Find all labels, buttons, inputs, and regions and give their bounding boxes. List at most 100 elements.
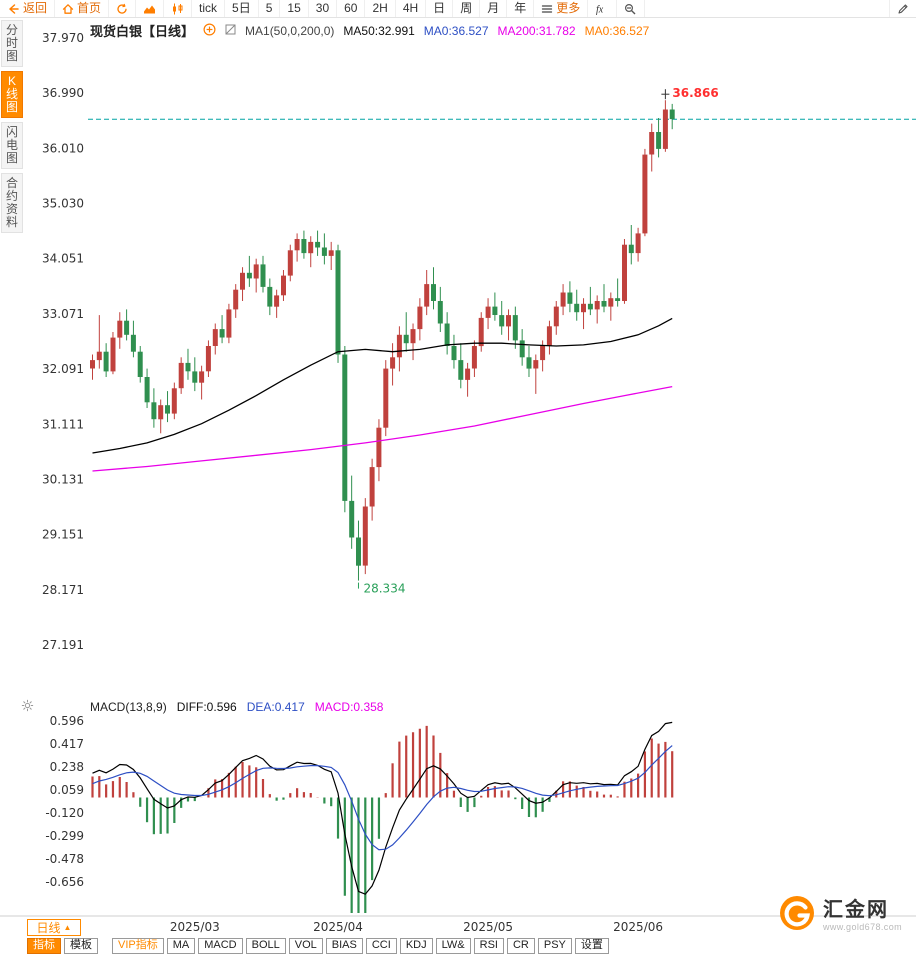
svg-text:37.970: 37.970 <box>42 31 84 45</box>
svg-text:2025/06: 2025/06 <box>613 920 663 934</box>
svg-text:36.990: 36.990 <box>42 86 84 100</box>
brand-url: www.gold678.com <box>822 922 902 932</box>
add-indicator-icon[interactable] <box>203 22 216 39</box>
tab-macd[interactable]: MACD <box>198 938 243 954</box>
toolbar-label: 年 <box>514 1 527 15</box>
toolbar-label: 4H <box>402 1 419 15</box>
toolbar-label: 5日 <box>232 1 251 15</box>
ma-value: MA200:31.782 <box>497 23 576 38</box>
toolbar-label: 周 <box>460 1 473 15</box>
sidebar-item-char: 资 <box>5 202 18 216</box>
sidebar-item-char: 图 <box>5 151 18 165</box>
tab-kdj[interactable]: KDJ <box>399 938 433 954</box>
timeframe-day-button[interactable]: 日 <box>426 0 454 17</box>
ma200-line <box>92 385 673 472</box>
svg-text:30.131: 30.131 <box>42 472 84 486</box>
tab-boll[interactable]: BOLL <box>245 938 286 954</box>
svg-text:31.111: 31.111 <box>42 417 84 431</box>
refresh-icon <box>116 3 128 15</box>
candle-chart-button[interactable] <box>164 0 193 17</box>
toolbar-label: 日 <box>433 1 446 15</box>
tab-bias[interactable]: BIAS <box>325 938 363 954</box>
sidebar-item-time-chart[interactable]: 分时图 <box>1 20 23 67</box>
toolbar-label: 15 <box>287 1 301 15</box>
fx-button[interactable]: fx <box>588 0 618 17</box>
sidebar-item-contract-info[interactable]: 合约资料 <box>1 173 23 233</box>
timeframe-30-button[interactable]: 30 <box>309 0 338 17</box>
tab-rsi[interactable]: RSI <box>473 938 504 954</box>
sidebar-item-char: 约 <box>5 189 18 203</box>
svg-text:32.091: 32.091 <box>42 362 84 376</box>
svg-text:2025/05: 2025/05 <box>463 920 513 934</box>
chart-header: 现货白银【日线】 MA1(50,0,200,0) MA50:32.991 MA0:… <box>90 21 649 40</box>
ma-settings-icon[interactable] <box>225 24 236 38</box>
macd-axis: 0.596 0.417 0.238 0.059 -0.120 -0.299 -0.478 -0… <box>45 714 84 889</box>
tab-cci[interactable]: CCI <box>365 938 397 954</box>
tab-templates[interactable]: 模板 <box>64 938 98 954</box>
toolbar-label: tick <box>199 1 218 15</box>
tab-cr[interactable]: CR <box>506 938 535 954</box>
svg-text:28.171: 28.171 <box>42 583 84 597</box>
toolbar-label: 返回 <box>23 1 48 15</box>
tab-psy[interactable]: PSY <box>537 938 572 954</box>
zoom-out-button[interactable] <box>617 0 646 17</box>
sidebar-item-char: 料 <box>5 215 18 229</box>
brand-logo-icon <box>779 895 815 936</box>
timeframe-2h-button[interactable]: 2H <box>365 0 396 17</box>
draw-button[interactable] <box>889 0 916 17</box>
tab-lw[interactable]: LW& <box>435 938 471 954</box>
ma-value: MA0:36.527 <box>584 23 650 38</box>
macd-dea-line <box>92 745 673 851</box>
svg-text:fx: fx <box>596 4 604 15</box>
timeframe-60-button[interactable]: 60 <box>337 0 366 17</box>
tab-indicators[interactable]: 指标 <box>27 938 61 954</box>
indicator-settings-icon[interactable] <box>21 699 34 715</box>
timeframe-year-button[interactable]: 年 <box>507 0 535 17</box>
period-label: 日线 <box>36 921 61 935</box>
timeframe-4h-button[interactable]: 4H <box>396 0 427 17</box>
ma-value: MA0:36.527 <box>423 23 489 38</box>
ma50-line <box>92 317 673 454</box>
refresh-button[interactable] <box>109 0 137 17</box>
timeframe-tick-button[interactable]: tick <box>192 0 226 17</box>
sidebar-item-lightning-chart[interactable]: 闪电图 <box>1 122 23 169</box>
period-selector[interactable]: 日线 ▲ <box>27 919 81 936</box>
macd-histogram <box>91 725 674 913</box>
macd-value: MACD:0.358 <box>314 700 384 714</box>
sidebar-item-char: 线 <box>5 87 18 101</box>
toolbar-label: 2H <box>372 1 388 15</box>
sidebar-item-char: 合 <box>5 176 18 190</box>
svg-text:0.596: 0.596 <box>50 714 84 728</box>
more-button[interactable]: 更多 <box>534 0 589 17</box>
home-button[interactable]: 首页 <box>55 0 110 17</box>
toolbar-label: 月 <box>487 1 500 15</box>
svg-text:27.191: 27.191 <box>42 638 84 652</box>
back-button[interactable]: 返回 <box>0 0 56 17</box>
tab-vip-indicators[interactable]: VIP指标 <box>112 938 164 954</box>
tab-vol[interactable]: VOL <box>288 938 323 954</box>
svg-text:2025/03: 2025/03 <box>170 920 220 934</box>
sidebar-item-char: 时 <box>5 36 18 50</box>
area-chart-icon <box>143 3 156 15</box>
macd-value: DIFF:0.596 <box>176 700 237 714</box>
bottom-tabbar: 指标 模板 VIP指标 MA MACD BOLL VOL BIAS CCI KDJ LW& RSI CR… <box>27 938 609 954</box>
candlestick-series <box>90 100 675 581</box>
area-chart-button[interactable] <box>136 0 165 17</box>
timeframe-5-button[interactable]: 5 <box>259 0 281 17</box>
svg-text:0.059: 0.059 <box>50 783 84 797</box>
timeframe-15-button[interactable]: 15 <box>280 0 309 17</box>
ma-values: MA50:32.991 MA0:36.527 MA200:31.782 MA0:36.… <box>343 24 649 38</box>
timeframe-week-button[interactable]: 周 <box>453 0 481 17</box>
tab-ma[interactable]: MA <box>166 938 196 954</box>
timeframe-month-button[interactable]: 月 <box>480 0 508 17</box>
ma-group-label: MA1(50,0,200,0) <box>245 23 335 38</box>
svg-text:36.010: 36.010 <box>42 141 84 155</box>
timeframe-5d-button[interactable]: 5日 <box>225 0 259 17</box>
tab-settings[interactable]: 设置 <box>574 938 609 954</box>
svg-text:-0.656: -0.656 <box>45 875 84 889</box>
toolbar-label: 首页 <box>77 1 102 15</box>
